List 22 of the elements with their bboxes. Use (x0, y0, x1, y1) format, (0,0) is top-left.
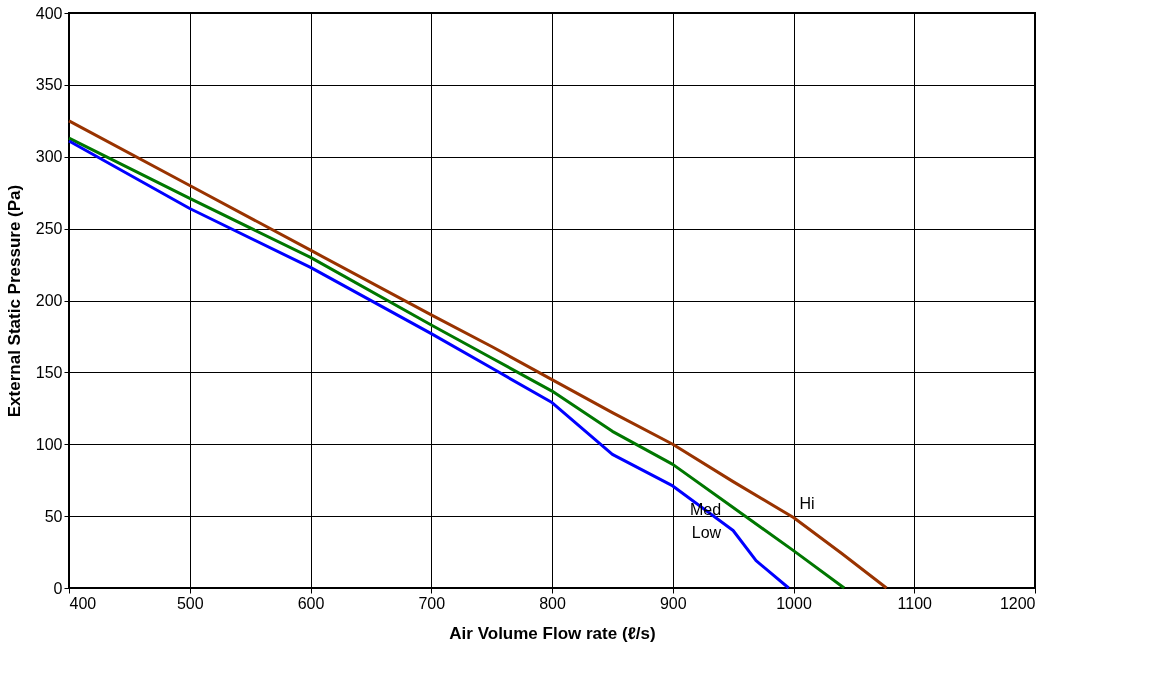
x-tick-label: 600 (297, 594, 325, 612)
y-axis-title: External Static Pressure (Pa) (4, 184, 24, 418)
x-tick-label: 1100 (897, 594, 933, 612)
x-tick-label: 500 (176, 594, 204, 612)
y-tick-label: 0 (53, 579, 63, 597)
x-axis-title: Air Volume Flow rate (ℓ/s) (449, 623, 656, 643)
x-tick-label: 800 (539, 594, 566, 612)
y-tick-label: 50 (44, 507, 63, 525)
x-tick-label: 900 (659, 594, 687, 612)
y-tick-label: 150 (35, 363, 63, 381)
y-tick-label: 400 (35, 4, 63, 22)
y-tick-label: 300 (35, 148, 63, 166)
x-tick-label: 1200 (999, 594, 1036, 612)
y-tick-label: 100 (35, 435, 63, 453)
x-tick-label: 1000 (776, 594, 812, 612)
series-label: Low (691, 523, 722, 541)
y-tick-label: 200 (35, 292, 63, 309)
y-tick-label: 350 (35, 76, 63, 94)
x-tick-label: 400 (69, 594, 97, 612)
series-label: Hi (799, 494, 815, 512)
y-tick-label: 250 (35, 220, 63, 238)
x-tick-label: 700 (418, 594, 446, 612)
